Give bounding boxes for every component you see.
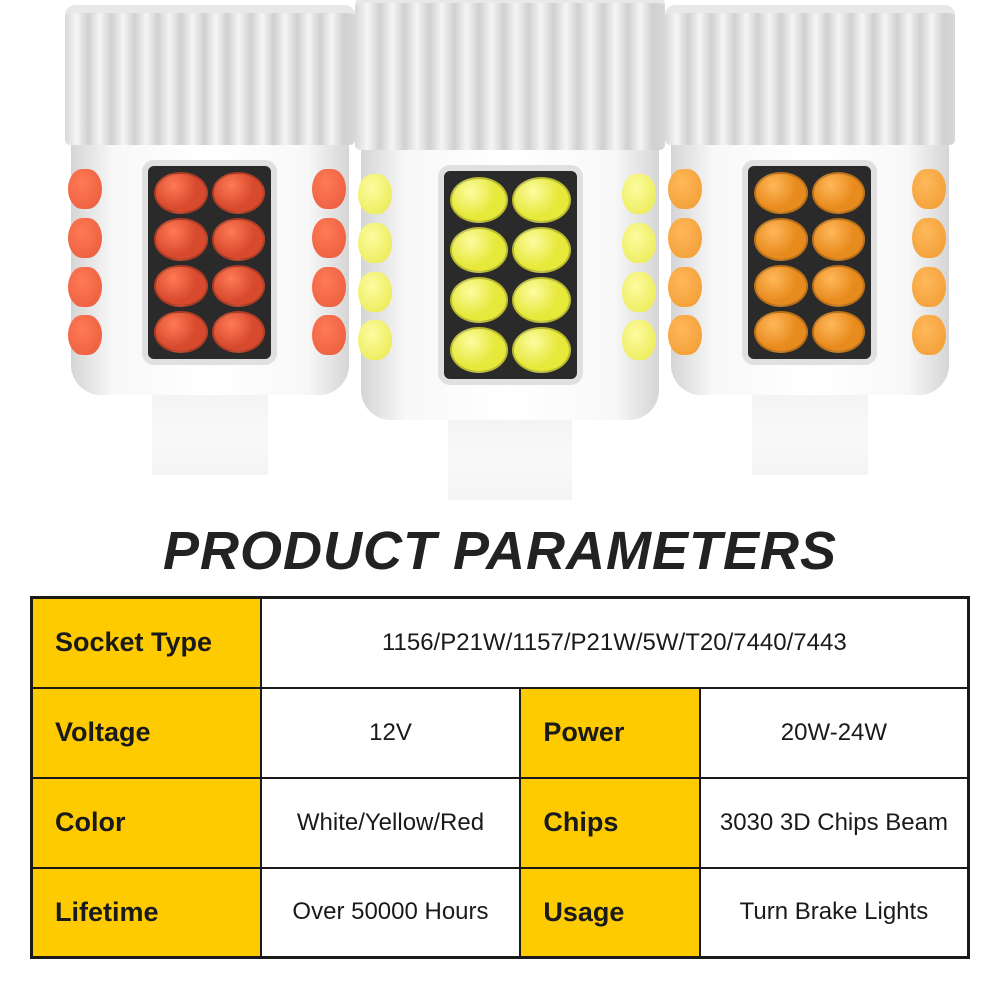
- cell-label-power: Power: [520, 688, 700, 778]
- cell-value-voltage: 12V: [261, 688, 521, 778]
- cell-value-chips: 3030 3D Chips Beam: [700, 778, 969, 868]
- led-dot: [154, 218, 208, 260]
- bulb-body: [671, 145, 949, 395]
- led-dot: [812, 172, 866, 214]
- led-dot: [812, 311, 866, 353]
- table-row: Color White/Yellow/Red Chips 3030 3D Chi…: [32, 778, 969, 868]
- led-side-dot: [622, 223, 656, 263]
- led-dot: [450, 327, 509, 373]
- spec-table: Socket Type 1156/P21W/1157/P21W/5W/T20/7…: [30, 596, 970, 959]
- led-side-right: [622, 170, 662, 365]
- led-dot: [212, 172, 266, 214]
- led-side-dot: [68, 267, 102, 307]
- led-dot: [212, 265, 266, 307]
- bulb-red: [65, 5, 355, 475]
- led-side-dot: [622, 272, 656, 312]
- led-side-dot: [622, 174, 656, 214]
- led-side-dot: [358, 174, 392, 214]
- bulb-body: [71, 145, 349, 395]
- bulb-body: [361, 150, 659, 420]
- cell-value-color: White/Yellow/Red: [261, 778, 521, 868]
- bulb-heatsink: [65, 5, 355, 145]
- table-row: Lifetime Over 50000 Hours Usage Turn Bra…: [32, 868, 969, 958]
- cell-label-lifetime: Lifetime: [32, 868, 261, 958]
- led-side-dot: [312, 169, 346, 209]
- led-dot: [512, 327, 571, 373]
- led-side-dot: [912, 267, 946, 307]
- bulb-orange: [665, 5, 955, 475]
- table-row: Socket Type 1156/P21W/1157/P21W/5W/T20/7…: [32, 598, 969, 688]
- led-side-dot: [312, 315, 346, 355]
- led-side-dot: [912, 169, 946, 209]
- led-dot: [754, 311, 808, 353]
- led-side-left: [68, 165, 108, 360]
- bulb-base: [752, 395, 868, 475]
- cell-value-power: 20W-24W: [700, 688, 969, 778]
- bulb-heatsink: [355, 0, 665, 150]
- led-side-dot: [622, 320, 656, 360]
- led-dot: [512, 227, 571, 273]
- led-side-left: [358, 170, 398, 365]
- led-dot: [212, 218, 266, 260]
- cell-label-color: Color: [32, 778, 261, 868]
- cell-label-chips: Chips: [520, 778, 700, 868]
- led-dot: [812, 265, 866, 307]
- led-side-dot: [668, 218, 702, 258]
- led-side-right: [912, 165, 952, 360]
- led-dot: [812, 218, 866, 260]
- cell-value-usage: Turn Brake Lights: [700, 868, 969, 958]
- led-side-dot: [358, 320, 392, 360]
- led-side-left: [668, 165, 708, 360]
- table-row: Voltage 12V Power 20W-24W: [32, 688, 969, 778]
- led-dot: [212, 311, 266, 353]
- led-dot: [754, 172, 808, 214]
- led-dot: [450, 177, 509, 223]
- section-title: PRODUCT PARAMETERS: [0, 520, 1000, 582]
- led-side-dot: [668, 315, 702, 355]
- bulb-heatsink: [665, 5, 955, 145]
- cell-value-socket-type: 1156/P21W/1157/P21W/5W/T20/7440/7443: [261, 598, 969, 688]
- product-image-area: [0, 0, 1000, 510]
- led-side-dot: [312, 218, 346, 258]
- bulb-base: [152, 395, 268, 475]
- led-side-dot: [68, 315, 102, 355]
- led-panel: [142, 160, 277, 365]
- led-dot: [754, 265, 808, 307]
- bulb-base: [448, 420, 572, 500]
- led-dot: [154, 265, 208, 307]
- led-side-dot: [668, 169, 702, 209]
- led-dot: [154, 172, 208, 214]
- bulb-yellow: [355, 0, 665, 500]
- cell-value-lifetime: Over 50000 Hours: [261, 868, 521, 958]
- led-panel: [742, 160, 877, 365]
- led-side-right: [312, 165, 352, 360]
- cell-label-usage: Usage: [520, 868, 700, 958]
- led-side-dot: [668, 267, 702, 307]
- cell-label-socket-type: Socket Type: [32, 598, 261, 688]
- led-dot: [450, 227, 509, 273]
- led-dot: [512, 277, 571, 323]
- led-side-dot: [912, 315, 946, 355]
- led-panel: [438, 165, 583, 385]
- led-side-dot: [358, 223, 392, 263]
- cell-label-voltage: Voltage: [32, 688, 261, 778]
- led-dot: [450, 277, 509, 323]
- led-dot: [754, 218, 808, 260]
- led-dot: [154, 311, 208, 353]
- led-side-dot: [912, 218, 946, 258]
- led-side-dot: [68, 218, 102, 258]
- led-side-dot: [68, 169, 102, 209]
- led-dot: [512, 177, 571, 223]
- led-side-dot: [312, 267, 346, 307]
- led-side-dot: [358, 272, 392, 312]
